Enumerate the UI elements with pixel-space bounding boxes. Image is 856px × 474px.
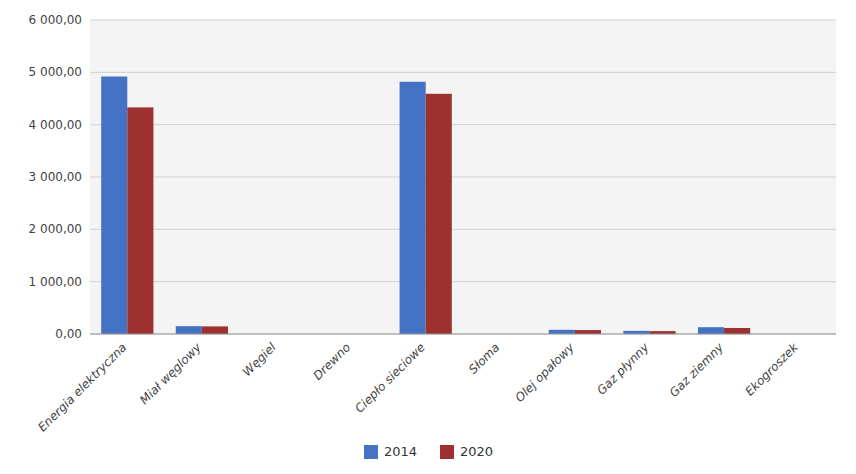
bar xyxy=(202,326,228,334)
chart-svg: 0,00 1 000,00 2 000,00 3 000,00 4 000,00 5 00… xyxy=(0,0,856,474)
grid-line xyxy=(90,281,836,282)
grid-line xyxy=(90,72,836,73)
x-tick-label: Miał węglowy xyxy=(137,340,205,408)
bar xyxy=(426,94,452,334)
legend-swatch xyxy=(364,445,378,459)
bar xyxy=(698,327,724,334)
x-tick-label: Energia elektryczna xyxy=(35,340,129,434)
legend-label: 2020 xyxy=(460,444,493,459)
y-tick-label: 1 000,00 xyxy=(29,275,82,289)
grid-line xyxy=(90,124,836,125)
x-axis-line xyxy=(90,334,836,335)
bar xyxy=(575,330,601,334)
bar xyxy=(400,82,426,334)
legend-swatch xyxy=(440,445,454,459)
y-tick-label: 2 000,00 xyxy=(29,222,82,236)
x-tick-label: Olej opałowy xyxy=(512,340,577,405)
y-tick-label: 5 000,00 xyxy=(29,65,82,79)
plot-background xyxy=(90,20,836,334)
bar xyxy=(724,328,750,334)
bars xyxy=(101,77,750,334)
grid-line xyxy=(90,229,836,230)
x-tick-label: Ekogroszek xyxy=(742,339,801,398)
y-tick-label: 4 000,00 xyxy=(29,118,82,132)
x-axis: Energia elektrycznaMiał węglowy Węgiel Dre… xyxy=(35,339,801,434)
bar xyxy=(549,330,575,334)
grid-line xyxy=(90,334,836,335)
x-tick-label: Drewno xyxy=(311,340,354,383)
x-tick-label: Gaz ziemny xyxy=(667,340,727,400)
series xyxy=(127,94,750,334)
y-tick-label: 6 000,00 xyxy=(29,13,82,27)
chart-container: 0,00 1 000,00 2 000,00 3 000,00 4 000,00 5 00… xyxy=(0,0,856,474)
legend-label: 2014 xyxy=(384,444,417,459)
y-tick-label: 0,00 xyxy=(55,327,82,341)
legend: 2014 2020 xyxy=(364,444,493,459)
bar xyxy=(127,107,153,334)
bar xyxy=(176,326,202,334)
bar xyxy=(101,77,127,334)
x-tick-label: Węgiel xyxy=(240,340,279,379)
grid-line xyxy=(90,20,836,21)
x-tick-label: Ciepło sieciowe xyxy=(352,340,427,415)
x-tick-label: Gaz płynny xyxy=(594,340,652,398)
y-grid xyxy=(90,20,836,334)
grid-line xyxy=(90,177,836,178)
x-tick-label: Słoma xyxy=(466,340,502,376)
y-tick-label: 3 000,00 xyxy=(29,170,82,184)
y-axis: 0,00 1 000,00 2 000,00 3 000,00 4 000,00 5 00… xyxy=(29,13,82,341)
series xyxy=(101,77,724,334)
